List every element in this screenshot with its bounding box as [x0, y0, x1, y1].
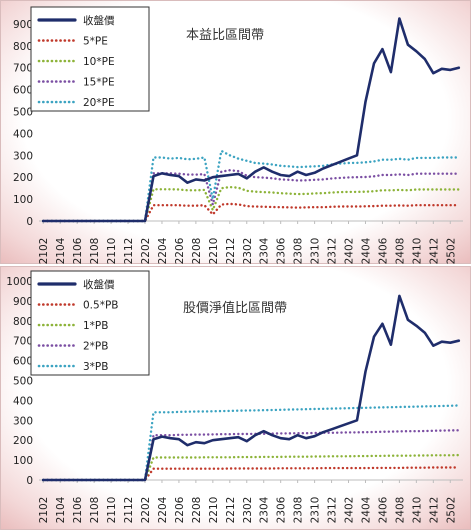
- series-line-2: [42, 453, 460, 482]
- series-line-2: [42, 185, 460, 223]
- pb-band-chart-panel: 0 100 200 300 400 500 600 700 800 900 1000 2102 2104…: [0, 266, 471, 530]
- chart-title: 股價淨值比區間帶: [183, 300, 287, 316]
- legend-label-3: 2*PB: [83, 341, 108, 353]
- legend-label-4: 20*PE: [83, 97, 115, 109]
- y-tick-label: 100: [13, 194, 33, 206]
- legend-label-3: 15*PE: [83, 77, 115, 89]
- y-tick-label: 300: [13, 415, 33, 427]
- x-tick-label: 2208: [191, 238, 203, 265]
- x-tick-label: 2210: [208, 497, 220, 524]
- y-tick-label: 500: [13, 376, 33, 388]
- x-tick-label: 2104: [55, 496, 67, 523]
- x-tick-label: 2206: [174, 237, 186, 264]
- x-tick-label: 2502: [445, 497, 457, 524]
- y-tick-label: 400: [13, 395, 33, 407]
- x-tick-label: 2302: [242, 497, 254, 524]
- x-tick-label: 2102: [38, 497, 50, 524]
- chart-title: 本益比區間帶: [186, 28, 264, 43]
- x-tick-label: 2108: [89, 497, 101, 524]
- y-tick-label: 0: [26, 475, 33, 487]
- x-tick-label: 2110: [106, 238, 118, 265]
- x-tick-label: 2308: [293, 497, 305, 524]
- y-tick-label: 500: [13, 107, 33, 119]
- x-tick-label: 2106: [72, 496, 84, 523]
- x-tick-label: 2202: [140, 497, 152, 524]
- legend-label-4: 3*PB: [83, 361, 108, 373]
- x-tick-label: 2308: [293, 238, 305, 265]
- x-tick-label: 2212: [225, 238, 237, 265]
- series-line-0: [41, 17, 461, 223]
- pb-band-chart: 0 100 200 300 400 500 600 700 800 900 1000 2102 2104…: [6, 270, 463, 524]
- x-tick-label: 2104: [55, 237, 67, 264]
- y-tick-label: 1000: [6, 276, 33, 288]
- y-tick-label: 600: [13, 85, 33, 97]
- y-tick-label: 800: [13, 316, 33, 328]
- y-tick-label: 900: [13, 296, 33, 308]
- legend-label-1: 5*PE: [83, 36, 108, 48]
- x-tick-label: 2402: [344, 497, 356, 524]
- series-line-0: [41, 294, 461, 482]
- y-tick-label: 300: [13, 150, 33, 162]
- y-tick-label: 700: [13, 336, 33, 348]
- x-tick-label: 2312: [327, 497, 339, 524]
- legend-label-0: 收盤價: [83, 14, 115, 27]
- series-line-1: [42, 466, 460, 482]
- x-tick-label: 2312: [327, 238, 339, 265]
- x-tick-label: 2304: [259, 237, 271, 264]
- y-tick-label: 0: [26, 216, 33, 228]
- legend-label-1: 0.5*PB: [83, 300, 118, 312]
- x-tick-label: 2410: [411, 238, 423, 265]
- series-line-3: [42, 168, 460, 223]
- legend-label-2: 10*PE: [83, 56, 115, 68]
- x-tick-label: 2112: [123, 497, 135, 524]
- x-tick-label: 2408: [394, 497, 406, 524]
- x-tick-label: 2204: [157, 237, 169, 264]
- x-tick-label: 2206: [174, 496, 186, 523]
- x-tick-label: 2110: [106, 497, 118, 524]
- x-tick-label: 2204: [157, 496, 169, 523]
- x-tick-label: 2406: [377, 496, 389, 523]
- x-tick-label: 2404: [360, 237, 372, 264]
- x-tick-label: 2212: [225, 497, 237, 524]
- legend-label-0: 收盤價: [83, 278, 115, 291]
- x-tick-label: 2412: [428, 497, 440, 524]
- series-line-1: [42, 202, 460, 223]
- x-tick-label: 2210: [208, 238, 220, 265]
- x-tick-label: 2306: [276, 237, 288, 264]
- x-tick-label: 2402: [344, 238, 356, 265]
- legend-box: [30, 6, 150, 112]
- y-tick-label: 600: [13, 356, 33, 368]
- pe-band-chart-panel: 0 100 200 300 400 500 600 700 800 900 2102 2104 2106…: [0, 0, 471, 264]
- x-tick-label: 2412: [428, 238, 440, 265]
- pe-band-chart: 0 100 200 300 400 500 600 700 800 900 2102 2104 2106…: [13, 6, 463, 265]
- y-tick-label: 100: [13, 455, 33, 467]
- x-tick-label: 2310: [310, 497, 322, 524]
- series-line-4: [42, 149, 460, 223]
- x-tick-label: 2106: [72, 237, 84, 264]
- x-tick-label: 2404: [360, 496, 372, 523]
- y-tick-label: 700: [13, 63, 33, 75]
- x-tick-label: 2202: [140, 238, 152, 265]
- series-line-4: [42, 404, 460, 482]
- y-tick-label: 200: [13, 435, 33, 447]
- x-tick-label: 2306: [276, 496, 288, 523]
- y-tick-label: 400: [13, 128, 33, 140]
- x-tick-label: 2310: [310, 238, 322, 265]
- y-tick-label: 900: [13, 19, 33, 31]
- x-tick-label: 2502: [445, 238, 457, 265]
- x-tick-label: 2102: [38, 238, 50, 265]
- x-tick-label: 2408: [394, 238, 406, 265]
- x-tick-label: 2406: [377, 237, 389, 264]
- legend-label-2: 1*PB: [83, 320, 108, 332]
- x-tick-label: 2112: [123, 238, 135, 265]
- x-tick-label: 2208: [191, 497, 203, 524]
- legend-box: [30, 270, 150, 376]
- y-tick-label: 800: [13, 41, 33, 53]
- y-tick-label: 200: [13, 172, 33, 184]
- x-tick-label: 2302: [242, 238, 254, 265]
- x-tick-label: 2108: [89, 238, 101, 265]
- x-tick-label: 2304: [259, 496, 271, 523]
- x-tick-label: 2410: [411, 497, 423, 524]
